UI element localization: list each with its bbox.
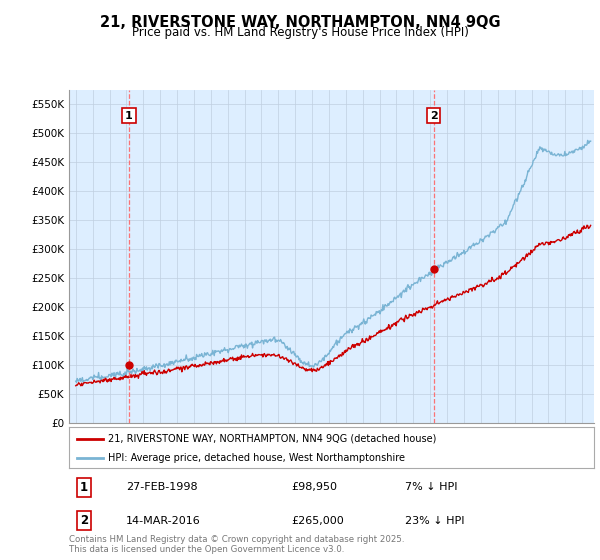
Text: 23% ↓ HPI: 23% ↓ HPI [405, 516, 464, 526]
Text: 2: 2 [430, 111, 437, 120]
Text: Price paid vs. HM Land Registry's House Price Index (HPI): Price paid vs. HM Land Registry's House … [131, 26, 469, 39]
Text: 27-FEB-1998: 27-FEB-1998 [126, 482, 197, 492]
Text: HPI: Average price, detached house, West Northamptonshire: HPI: Average price, detached house, West… [109, 452, 406, 463]
Text: 14-MAR-2016: 14-MAR-2016 [126, 516, 201, 526]
Text: 2: 2 [80, 514, 88, 528]
Text: 1: 1 [125, 111, 133, 120]
Text: 21, RIVERSTONE WAY, NORTHAMPTON, NN4 9QG: 21, RIVERSTONE WAY, NORTHAMPTON, NN4 9QG [100, 15, 500, 30]
Text: 7% ↓ HPI: 7% ↓ HPI [405, 482, 458, 492]
Text: 1: 1 [80, 480, 88, 494]
Text: £265,000: £265,000 [291, 516, 344, 526]
Text: 21, RIVERSTONE WAY, NORTHAMPTON, NN4 9QG (detached house): 21, RIVERSTONE WAY, NORTHAMPTON, NN4 9QG… [109, 433, 437, 444]
Text: £98,950: £98,950 [291, 482, 337, 492]
Text: Contains HM Land Registry data © Crown copyright and database right 2025.
This d: Contains HM Land Registry data © Crown c… [69, 535, 404, 554]
